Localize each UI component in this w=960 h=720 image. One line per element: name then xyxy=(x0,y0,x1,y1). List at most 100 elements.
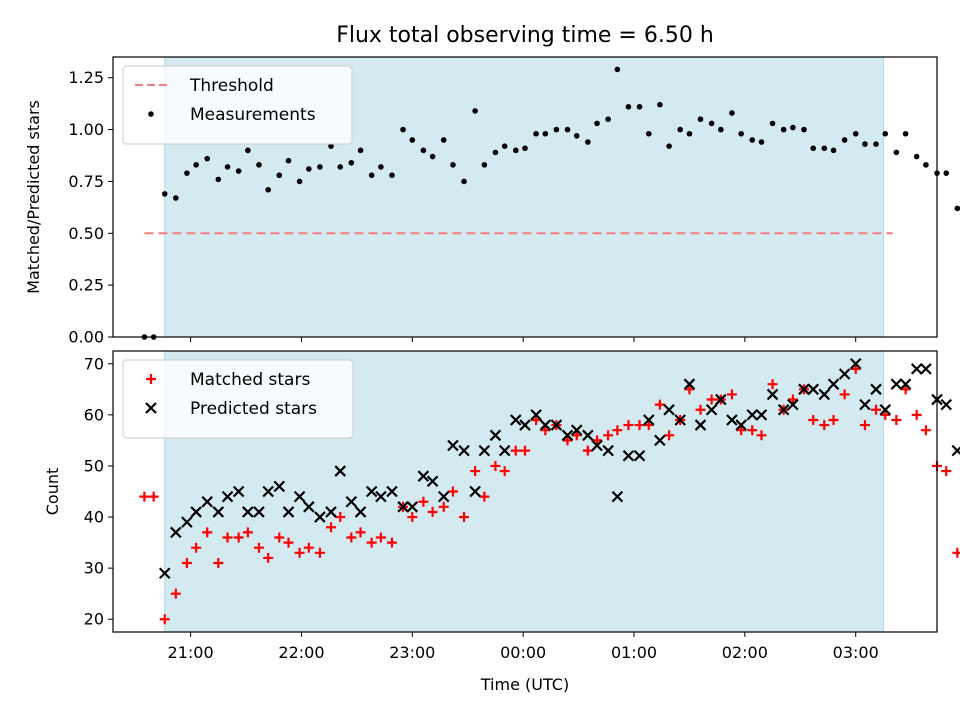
y-tick-label: 50 xyxy=(84,456,104,475)
data-point xyxy=(469,485,481,498)
data-point xyxy=(852,130,859,137)
data-point xyxy=(605,116,611,123)
data-point xyxy=(735,419,747,431)
x-tick-label: 21:00 xyxy=(168,643,214,662)
data-point xyxy=(346,532,357,543)
data-point xyxy=(427,506,438,517)
data-point xyxy=(634,420,645,431)
y-tick-label: 40 xyxy=(84,508,104,527)
data-point xyxy=(368,172,375,179)
data-point xyxy=(706,394,717,405)
data-point xyxy=(573,133,580,139)
data-point xyxy=(694,419,707,431)
x-tick-label: 03:00 xyxy=(833,643,879,662)
data-point xyxy=(838,368,851,380)
legend-matched-swatch xyxy=(146,374,156,384)
data-point xyxy=(355,527,366,538)
data-point xyxy=(479,491,490,502)
data-point xyxy=(654,399,665,410)
data-point xyxy=(293,490,306,503)
data-point xyxy=(273,480,286,493)
data-point xyxy=(170,588,181,599)
data-point xyxy=(530,409,542,421)
data-point xyxy=(386,537,397,548)
data-point xyxy=(666,143,672,149)
data-point xyxy=(674,414,686,426)
data-point xyxy=(407,512,418,523)
data-point xyxy=(807,383,819,396)
data-point xyxy=(591,439,603,452)
data-point xyxy=(181,558,192,569)
data-point xyxy=(562,435,573,446)
data-point xyxy=(614,66,621,73)
data-point xyxy=(314,547,325,558)
data-point xyxy=(212,506,225,518)
data-point xyxy=(798,383,810,396)
data-point xyxy=(253,542,264,553)
data-point xyxy=(317,164,323,170)
data-point xyxy=(911,409,922,420)
data-point xyxy=(561,429,574,442)
data-point xyxy=(296,178,303,185)
data-point xyxy=(409,137,416,143)
data-point xyxy=(718,126,724,133)
data-point xyxy=(501,143,508,149)
data-point xyxy=(943,170,950,176)
data-point xyxy=(375,490,387,503)
data-point xyxy=(891,414,902,425)
data-point xyxy=(285,157,292,164)
data-point xyxy=(787,398,799,411)
data-point xyxy=(276,172,283,179)
data-point xyxy=(522,145,528,152)
data-point xyxy=(478,444,491,457)
data-point xyxy=(870,383,882,396)
data-point xyxy=(849,357,862,370)
data-point xyxy=(594,120,600,127)
data-point xyxy=(181,516,193,528)
data-point xyxy=(375,532,386,543)
data-point xyxy=(334,465,347,477)
data-point xyxy=(489,429,502,442)
data-point xyxy=(539,419,552,431)
data-point xyxy=(862,141,868,147)
data-point xyxy=(940,398,953,411)
data-point xyxy=(531,414,542,425)
data-point xyxy=(766,388,779,401)
data-point xyxy=(173,195,179,201)
legend-label: Matched stars xyxy=(190,370,310,390)
data-point xyxy=(810,145,817,152)
data-point xyxy=(470,466,481,477)
data-point xyxy=(202,527,213,538)
data-point xyxy=(314,511,326,523)
data-point xyxy=(715,393,727,406)
data-point xyxy=(585,139,591,145)
data-point xyxy=(335,512,346,523)
data-point xyxy=(499,466,510,477)
data-point xyxy=(777,403,790,416)
data-point xyxy=(389,172,395,179)
data-point xyxy=(769,120,776,127)
legend: Threshold Measurements xyxy=(122,65,353,145)
data-point xyxy=(830,147,837,154)
data-point xyxy=(920,425,931,436)
data-point xyxy=(900,384,911,395)
data-point xyxy=(337,164,344,170)
data-point xyxy=(683,378,696,390)
data-point xyxy=(910,363,923,375)
data-point xyxy=(306,166,312,172)
data-point xyxy=(882,130,889,137)
x-tick-label: 22:00 xyxy=(278,643,324,662)
data-point xyxy=(345,495,358,508)
data-point xyxy=(893,149,900,156)
data-point xyxy=(224,164,231,170)
data-point xyxy=(592,435,603,446)
data-point xyxy=(533,130,539,137)
data-point xyxy=(540,425,551,436)
data-point xyxy=(235,168,242,174)
data-point xyxy=(139,491,150,502)
x-tick-label: 01:00 xyxy=(611,643,657,662)
data-point xyxy=(262,485,274,498)
data-point xyxy=(213,558,224,569)
data-point xyxy=(447,439,459,452)
bottom-panel-counts: 20 30 40 50 60 70 21:00 22:00 23:00 00:00 01:00 02:… xyxy=(43,350,960,662)
